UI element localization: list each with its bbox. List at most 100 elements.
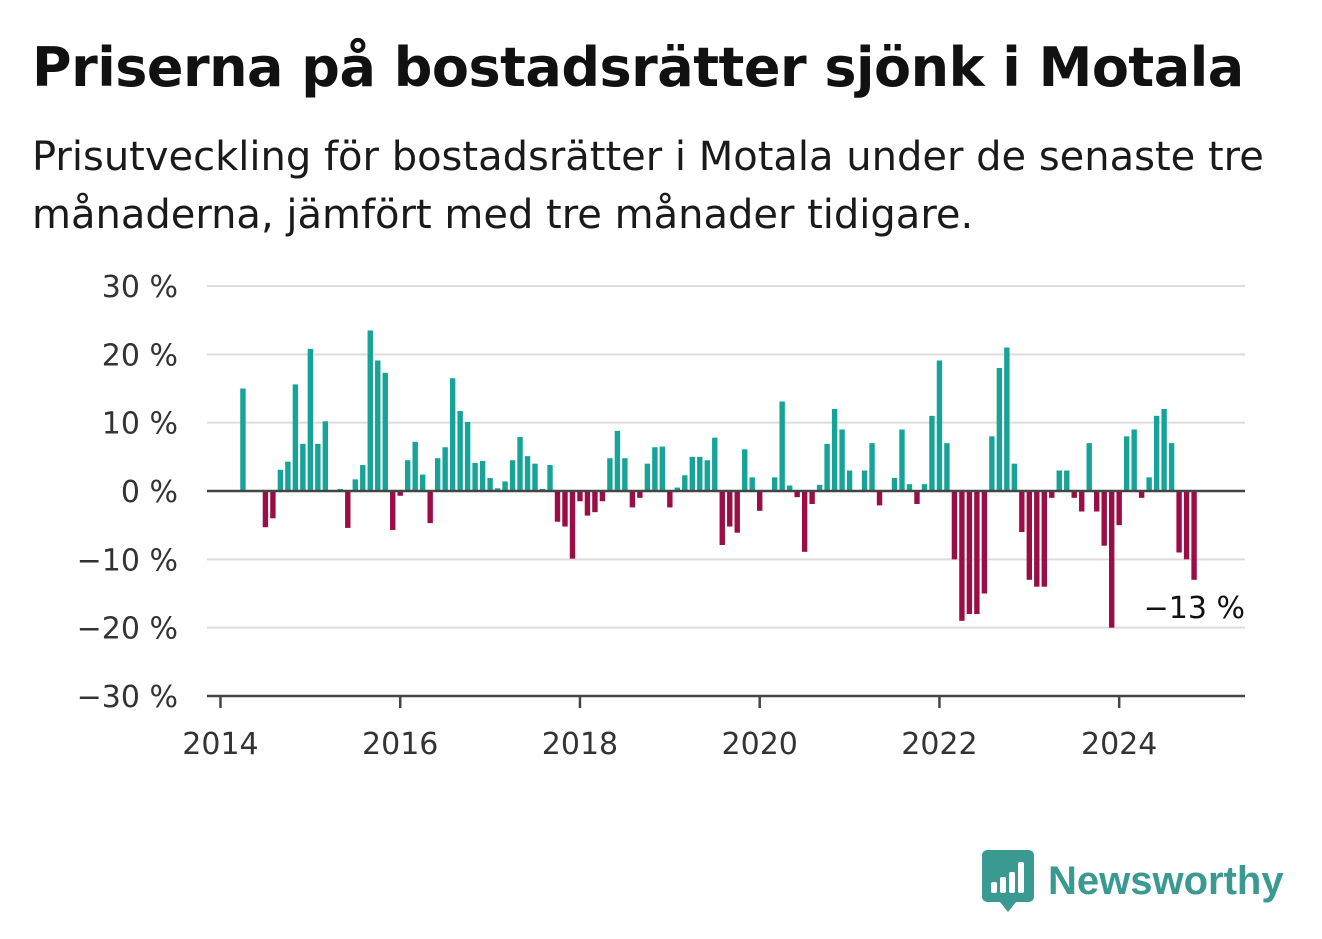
bar [876, 491, 883, 506]
x-tick-label: 2024 [1081, 727, 1157, 762]
bar [742, 449, 748, 491]
bar [509, 460, 516, 491]
x-tick-label: 2018 [542, 727, 618, 762]
y-tick-label: −20 % [77, 612, 178, 647]
bar [352, 479, 358, 491]
y-axis-labels: 30 % 20 % 10 % 0 % −10 % −20 % −30 % [77, 270, 178, 715]
bar [644, 463, 651, 491]
x-tick-label: 2022 [901, 727, 977, 762]
bar [554, 491, 561, 522]
bar [914, 491, 920, 504]
bar [577, 491, 583, 502]
bar [1041, 491, 1047, 587]
bar [936, 360, 943, 491]
y-tick-label: 0 % [121, 475, 178, 510]
newsworthy-logo: Newsworthy [982, 850, 1284, 912]
y-tick-label: −30 % [77, 680, 178, 715]
x-tick-label: 2014 [182, 727, 258, 762]
last-value-annotation: −13 % [1144, 591, 1245, 626]
bar [1086, 443, 1092, 491]
bar [584, 491, 591, 516]
bar [1191, 491, 1197, 580]
bar [300, 443, 306, 491]
bar [1049, 491, 1055, 498]
bar [1109, 491, 1115, 628]
bar [989, 436, 995, 491]
bar [449, 378, 456, 491]
bar [360, 465, 366, 491]
bar [839, 429, 845, 491]
bar [652, 447, 658, 491]
bar [1138, 491, 1145, 498]
bar [472, 462, 478, 491]
bar [869, 443, 875, 491]
bar [592, 491, 598, 513]
bar [891, 478, 898, 491]
bar [1176, 491, 1182, 553]
bar [794, 491, 800, 498]
bar [367, 330, 373, 491]
bar [1004, 347, 1010, 491]
bar [809, 491, 815, 504]
bar [307, 348, 314, 491]
bar [734, 491, 740, 533]
bar [704, 460, 710, 491]
bar [622, 458, 628, 491]
bar [524, 456, 531, 491]
bar [824, 443, 830, 491]
bar [749, 477, 755, 491]
bar [390, 491, 396, 530]
bar [846, 470, 853, 491]
bar [405, 460, 411, 491]
bar [277, 469, 284, 491]
bar [1026, 491, 1033, 580]
bar [457, 411, 463, 491]
bar [667, 491, 673, 508]
bar [487, 478, 493, 491]
bar [464, 421, 471, 491]
bar [517, 437, 523, 491]
bar [412, 441, 418, 491]
bar [816, 484, 823, 491]
bar [1146, 477, 1152, 491]
bar [689, 456, 695, 491]
bar [285, 461, 291, 491]
bar [786, 485, 793, 491]
bar [1153, 415, 1160, 491]
bar [712, 437, 718, 491]
bar [929, 415, 935, 491]
bar [270, 491, 276, 519]
bar [479, 460, 486, 491]
bar [240, 388, 246, 491]
bar [697, 456, 703, 491]
y-tick-label: 10 % [102, 407, 178, 442]
bar [382, 372, 388, 491]
bar [1019, 491, 1025, 532]
bar [1123, 436, 1130, 491]
bar [1116, 491, 1122, 526]
bar [801, 491, 808, 552]
bar [607, 458, 613, 491]
bar [659, 446, 666, 491]
bar [996, 368, 1003, 491]
bar [1168, 443, 1175, 491]
bar [682, 475, 688, 491]
bar [1011, 463, 1018, 491]
x-axis: 2014 2016 2018 2020 2022 2024 [182, 489, 1245, 762]
bar [906, 484, 913, 491]
bar [1056, 470, 1062, 491]
bar [614, 430, 621, 491]
bar [315, 443, 321, 491]
bar [719, 491, 725, 545]
bar [944, 443, 950, 491]
bar [861, 470, 868, 491]
bar [637, 491, 643, 498]
bar [547, 465, 553, 491]
bars [240, 330, 1197, 628]
bar [1071, 491, 1077, 498]
bar [292, 384, 299, 491]
bar [779, 401, 785, 491]
bar [951, 491, 958, 560]
chart-subtitle: Prisutveckling för bostadsrätter i Motal… [32, 134, 1264, 238]
